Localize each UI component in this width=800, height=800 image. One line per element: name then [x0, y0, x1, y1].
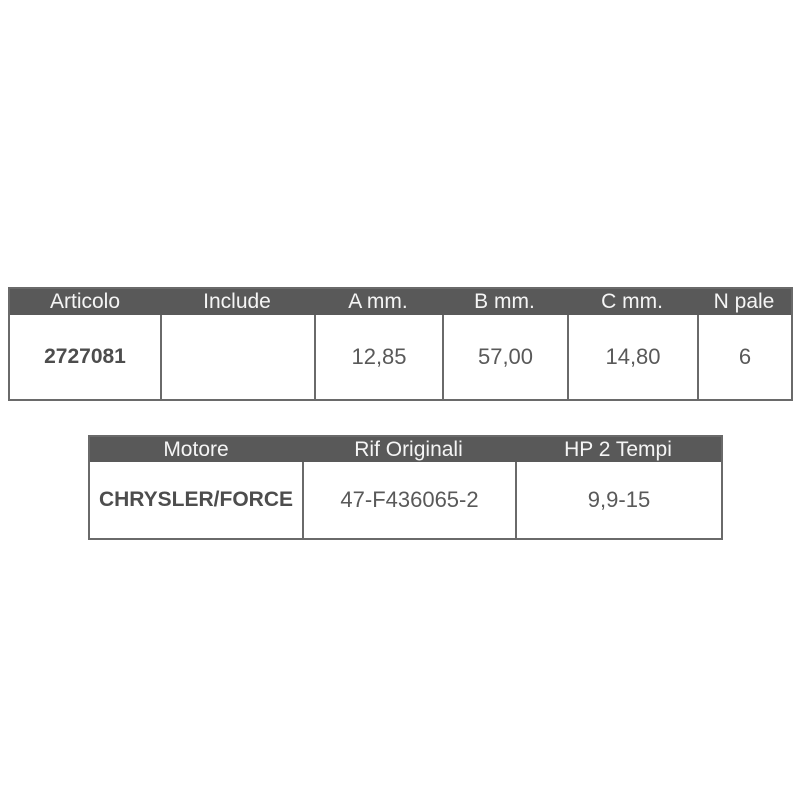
- engine-table-header-row: Motore Rif Originali HP 2 Tempi: [90, 437, 721, 462]
- engine-cell-rif-originali: 47-F436065-2: [302, 462, 515, 538]
- spec-cell-n-pale: 6: [697, 315, 791, 399]
- engine-cell-hp-2-tempi: 9,9-15: [515, 462, 721, 538]
- engine-header-hp-2-tempi: HP 2 Tempi: [564, 437, 672, 461]
- spec-cell-articolo: 2727081: [44, 345, 126, 368]
- spec-cell-b-mm: 57,00: [442, 315, 567, 399]
- engine-table-data-row: CHRYSLER/FORCE 47-F436065-2 9,9-15: [90, 462, 721, 538]
- spec-header-c-mm: C mm.: [601, 290, 663, 313]
- spec-header-a-mm: A mm.: [348, 290, 408, 313]
- spec-header-include: Include: [203, 290, 271, 313]
- spec-cell-a-mm: 12,85: [314, 315, 442, 399]
- spec-cell-c-mm: 14,80: [567, 315, 697, 399]
- spec-header-articolo: Articolo: [49, 290, 121, 313]
- spec-header-b-mm: B mm.: [474, 290, 535, 313]
- engine-header-rif-originali: Rif Originali: [354, 437, 463, 461]
- spec-header-n-pale: N pale: [713, 290, 775, 313]
- engine-table: Motore Rif Originali HP 2 Tempi CHRYSLER…: [88, 435, 723, 540]
- engine-header-motore: Motore: [163, 437, 229, 461]
- spec-table-data-row: 2727081 12,85 57,00 14,80 6: [10, 315, 791, 399]
- spec-table-header-row: Articolo Include A mm. B mm. C mm. N pal…: [10, 289, 791, 315]
- spec-table: Articolo Include A mm. B mm. C mm. N pal…: [8, 287, 793, 401]
- engine-cell-motore: CHRYSLER/FORCE: [98, 488, 294, 511]
- spec-cell-include: [160, 315, 314, 399]
